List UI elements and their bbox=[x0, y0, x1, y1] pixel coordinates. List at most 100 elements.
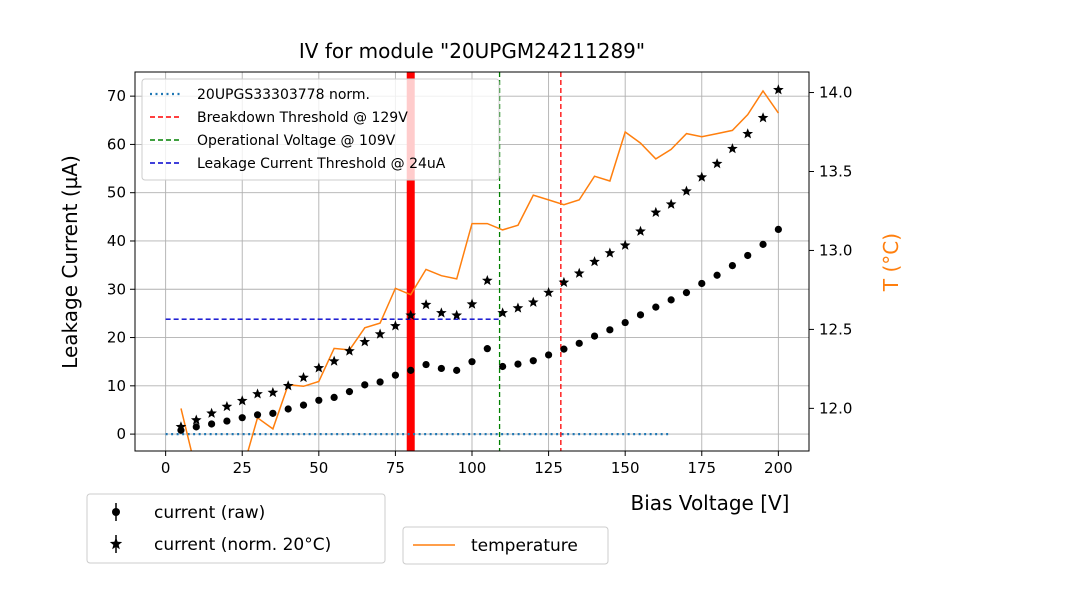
norm-current-point bbox=[665, 198, 677, 209]
raw-current-point bbox=[636, 311, 645, 319]
y2-tick-label: 12.5 bbox=[819, 320, 852, 338]
raw-current-point bbox=[621, 318, 629, 327]
norm-current-point bbox=[451, 309, 463, 320]
norm-current-point bbox=[313, 362, 325, 373]
y-tick-label: 50 bbox=[107, 184, 126, 202]
legend-norm-marker bbox=[109, 537, 123, 550]
raw-current-point bbox=[682, 289, 691, 297]
x-tick-label: 0 bbox=[161, 459, 171, 477]
norm-current-point bbox=[757, 112, 769, 123]
legend-leakage-label: Leakage Current Threshold @ 24uA bbox=[197, 156, 446, 172]
raw-current-point bbox=[192, 423, 200, 431]
norm-current-point bbox=[206, 407, 217, 418]
raw-current-point bbox=[315, 396, 323, 404]
raw-current-point bbox=[437, 364, 445, 373]
legend-breakdown-label: Breakdown Threshold @ 129V bbox=[197, 110, 408, 126]
raw-current-point bbox=[667, 296, 675, 304]
norm-current-point bbox=[328, 355, 340, 366]
raw-current-point bbox=[698, 279, 706, 288]
norm-current-point bbox=[727, 143, 738, 154]
x-tick-label: 100 bbox=[458, 459, 487, 477]
raw-current-point bbox=[514, 360, 522, 368]
y-tick-label: 20 bbox=[107, 329, 126, 347]
norm-current-point bbox=[573, 267, 585, 278]
raw-current-point bbox=[361, 381, 369, 389]
norm-current-point bbox=[405, 309, 417, 320]
raw-current-point bbox=[575, 339, 583, 347]
x-tick-label: 125 bbox=[534, 459, 563, 477]
norm-current-point bbox=[773, 84, 784, 95]
legend-inner-box bbox=[141, 78, 500, 181]
x-tick-label: 175 bbox=[687, 459, 716, 477]
norm-current-point bbox=[619, 239, 631, 250]
raw-current-point bbox=[407, 366, 415, 374]
legend-outer-right-box bbox=[402, 526, 609, 565]
norm-current-point bbox=[420, 299, 432, 310]
norm-current-point bbox=[650, 206, 662, 218]
norm-current-point bbox=[589, 256, 600, 267]
legend-inner: 20UPGS33303778 norm. Breakdown Threshold… bbox=[141, 78, 500, 181]
norm-current-point bbox=[681, 185, 692, 196]
norm-current-point bbox=[604, 247, 616, 258]
y-tick-label: 70 bbox=[107, 87, 126, 105]
raw-current-point bbox=[652, 303, 660, 311]
legend-norm-label: current (norm. 20°C) bbox=[154, 535, 331, 555]
legend-reference-label: 20UPGS33303778 norm. bbox=[197, 87, 370, 103]
norm-current-point bbox=[190, 414, 202, 425]
chart-title: IV for module "20UPGM24211289" bbox=[299, 39, 645, 63]
raw-current-point bbox=[759, 240, 767, 248]
raw-current-point bbox=[774, 225, 782, 233]
norm-current-point bbox=[282, 380, 294, 391]
raw-current-point bbox=[744, 251, 752, 260]
y2-tick-label: 12.0 bbox=[819, 399, 852, 417]
norm-current-point bbox=[252, 388, 263, 399]
norm-current-point bbox=[175, 421, 187, 432]
legend-temperature-label: temperature bbox=[471, 536, 578, 556]
y-tick-label: 0 bbox=[116, 425, 126, 443]
raw-current-point bbox=[606, 326, 614, 334]
raw-current-point bbox=[560, 345, 568, 353]
y2-tick-label: 13.5 bbox=[819, 162, 852, 180]
raw-current-point bbox=[253, 411, 262, 419]
norm-current-point bbox=[635, 225, 646, 236]
raw-current-point bbox=[345, 388, 354, 396]
raw-current-point bbox=[544, 351, 553, 359]
raw-current-point bbox=[590, 332, 599, 340]
y-tick-label: 10 bbox=[107, 377, 126, 395]
raw-current-point bbox=[376, 378, 384, 386]
norm-current-point bbox=[711, 158, 723, 169]
raw-current-point bbox=[269, 409, 277, 417]
norm-current-point bbox=[359, 336, 371, 347]
temperature-series bbox=[180, 89, 780, 451]
legend-outer-right: temperature bbox=[402, 526, 609, 565]
y-tick-label: 60 bbox=[107, 135, 126, 153]
temperature-line bbox=[180, 89, 780, 451]
norm-current-point bbox=[298, 372, 309, 383]
norm-current-point bbox=[466, 298, 478, 309]
norm-current-point bbox=[267, 386, 279, 398]
norm-current-point bbox=[236, 395, 248, 406]
raw-current-point bbox=[499, 362, 507, 371]
norm-current-point bbox=[512, 302, 524, 313]
y-axis-label: Leakage Current (µA) bbox=[58, 155, 82, 369]
raw-current-point bbox=[284, 405, 292, 413]
y2-tick-label: 13.0 bbox=[819, 241, 852, 259]
x-tick-label: 50 bbox=[309, 459, 328, 477]
x-axis-label: Bias Voltage [V] bbox=[631, 491, 790, 515]
norm-current-point bbox=[527, 296, 539, 307]
legend-operational-label: Operational Voltage @ 109V bbox=[197, 133, 396, 149]
x-tick-label: 75 bbox=[386, 459, 405, 477]
legend-raw-marker bbox=[112, 508, 120, 516]
raw-current-point bbox=[728, 262, 737, 270]
norm-current-point bbox=[221, 400, 233, 412]
x-tick-label: 25 bbox=[233, 459, 252, 477]
norm-current-point bbox=[390, 320, 401, 331]
norm-current-point bbox=[436, 307, 447, 318]
y-tick-label: 30 bbox=[107, 280, 126, 298]
y-tick-label: 40 bbox=[107, 232, 126, 250]
raw-current-point bbox=[422, 360, 430, 369]
raw-current-point bbox=[299, 401, 308, 409]
current-series bbox=[175, 84, 784, 434]
y2-axis-label: T (°C) bbox=[879, 233, 903, 292]
legend-outer-left-box bbox=[86, 493, 386, 564]
